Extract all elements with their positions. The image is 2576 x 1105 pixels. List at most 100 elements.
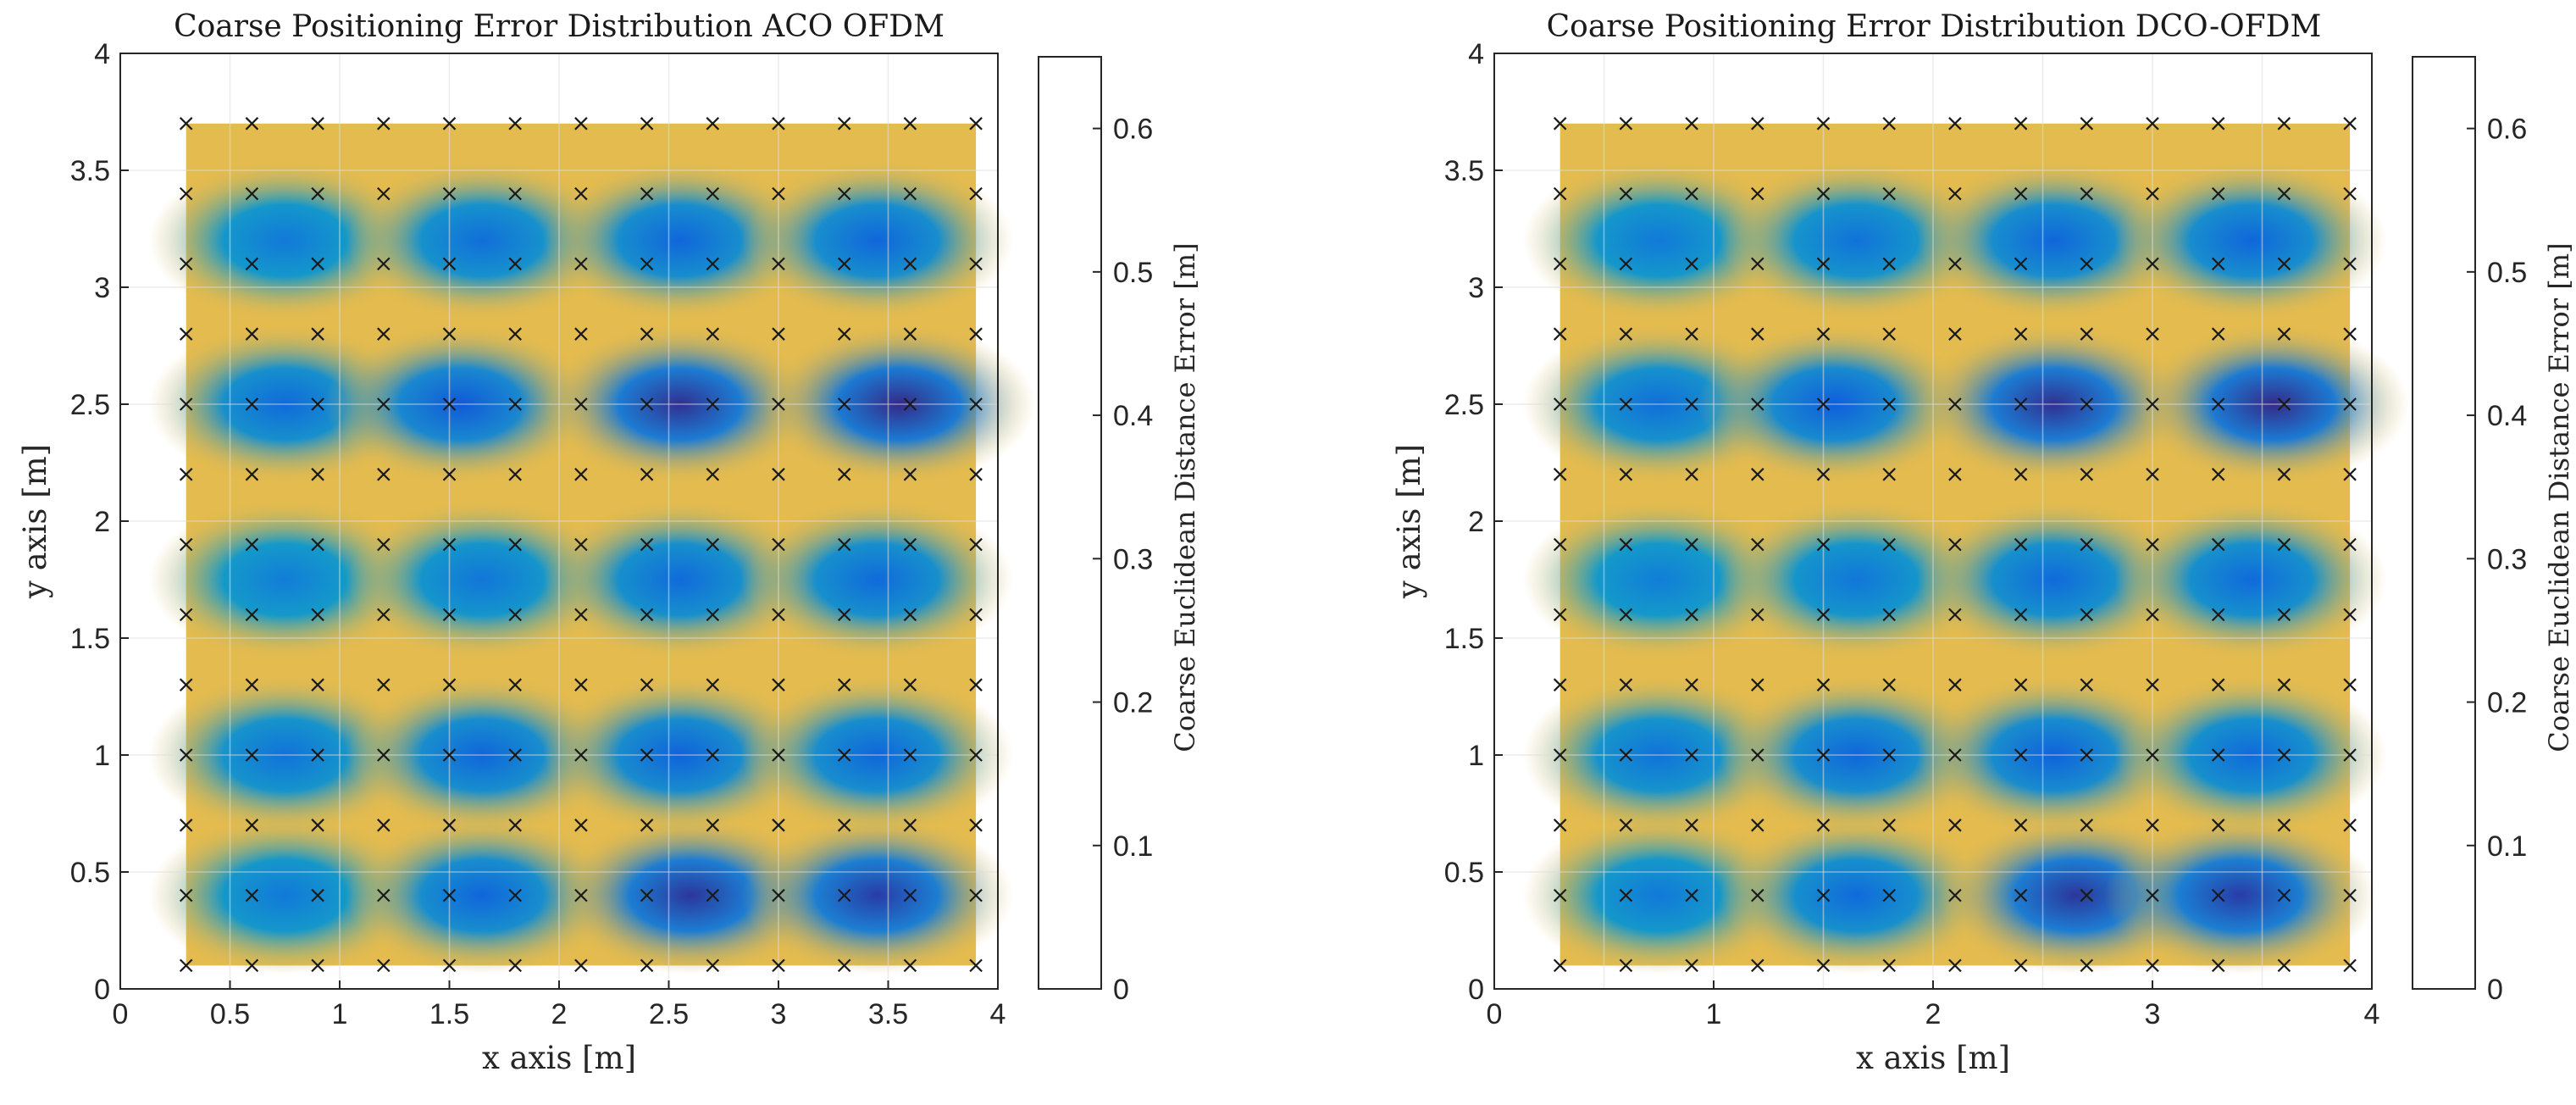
sample-point-marker bbox=[706, 958, 720, 973]
y-tick-label: 3 bbox=[94, 272, 110, 304]
sample-point-marker bbox=[640, 819, 654, 832]
sample-point-marker bbox=[2146, 117, 2159, 130]
sample-point-marker bbox=[706, 327, 720, 341]
sample-point-marker bbox=[837, 958, 851, 973]
sample-point-marker bbox=[706, 537, 720, 552]
sample-point-marker bbox=[837, 257, 851, 271]
y-tick-label: 2.5 bbox=[70, 389, 110, 421]
sample-point-marker bbox=[2146, 608, 2159, 622]
sample-point-marker bbox=[1685, 608, 1698, 622]
sample-point-marker bbox=[2277, 537, 2291, 552]
sample-point-marker bbox=[442, 327, 457, 341]
sample-point-marker bbox=[2080, 537, 2094, 552]
error-minimum-region bbox=[1522, 160, 1795, 320]
sample-point-marker bbox=[377, 468, 391, 481]
sample-point-marker bbox=[2277, 608, 2291, 622]
sample-point-marker bbox=[772, 608, 785, 622]
sample-point-marker bbox=[245, 186, 259, 201]
sample-point-marker bbox=[706, 678, 720, 691]
sample-point-marker bbox=[2080, 678, 2094, 691]
sample-point-marker bbox=[706, 117, 720, 130]
error-minimum-region bbox=[148, 815, 421, 975]
sample-point-marker bbox=[2211, 397, 2225, 411]
sample-point-marker bbox=[1882, 888, 1896, 902]
y-tick-label: 1 bbox=[1468, 740, 1484, 772]
colorbar-tick-label: 0.2 bbox=[2487, 687, 2527, 719]
sample-point-marker bbox=[1882, 117, 1896, 130]
heatmap-surface bbox=[1522, 123, 2410, 975]
y-tick-label: 0.5 bbox=[1444, 857, 1484, 889]
sample-point-marker bbox=[442, 819, 457, 832]
sample-point-marker bbox=[1882, 186, 1896, 201]
sample-point-marker bbox=[245, 819, 259, 832]
sample-point-marker bbox=[2343, 117, 2357, 130]
sample-point-marker bbox=[508, 186, 522, 201]
sample-point-marker bbox=[706, 888, 720, 902]
y-tick-label: 4 bbox=[1468, 38, 1484, 70]
sample-point-marker bbox=[2211, 327, 2225, 341]
sample-point-marker bbox=[772, 819, 785, 832]
y-tick-label: 0 bbox=[94, 974, 110, 1006]
sample-point-marker bbox=[1751, 819, 1764, 832]
y-tick-label: 2.5 bbox=[1444, 389, 1484, 421]
sample-point-marker bbox=[2277, 678, 2291, 691]
sample-point-marker bbox=[903, 468, 917, 481]
sample-point-marker bbox=[179, 468, 193, 481]
sample-point-marker bbox=[837, 468, 851, 481]
sample-point-marker bbox=[1619, 819, 1633, 832]
sample-point-marker bbox=[179, 678, 193, 691]
sample-point-marker bbox=[1619, 958, 1633, 973]
sample-point-marker bbox=[442, 748, 457, 762]
sample-point-marker bbox=[837, 117, 851, 130]
sample-point-marker bbox=[772, 678, 785, 691]
chart-title: Coarse Positioning Error Distribution AC… bbox=[174, 9, 945, 44]
sample-point-marker bbox=[772, 117, 785, 130]
sample-point-marker bbox=[837, 186, 851, 201]
sample-point-marker bbox=[2014, 819, 2028, 832]
sample-point-marker bbox=[903, 748, 917, 762]
sample-point-marker bbox=[1816, 397, 1831, 411]
sample-point-marker bbox=[2211, 888, 2225, 902]
sample-point-marker bbox=[1685, 257, 1698, 271]
sample-point-marker bbox=[1751, 257, 1764, 271]
sample-point-marker bbox=[1948, 468, 1962, 481]
sample-point-marker bbox=[1882, 958, 1896, 973]
sample-point-marker bbox=[837, 608, 851, 622]
y-tick-label: 0.5 bbox=[70, 857, 110, 889]
sample-point-marker bbox=[2146, 819, 2159, 832]
x-tick-label: 3 bbox=[771, 998, 787, 1030]
sample-point-marker bbox=[2343, 958, 2357, 973]
sample-point-marker bbox=[837, 678, 851, 691]
sample-point-marker bbox=[2343, 257, 2357, 271]
sample-point-marker bbox=[2080, 888, 2094, 902]
sample-point-marker bbox=[2146, 537, 2159, 552]
sample-point-marker bbox=[1816, 958, 1831, 973]
sample-point-marker bbox=[1948, 257, 1962, 271]
sample-point-marker bbox=[442, 678, 457, 691]
sample-point-marker bbox=[1816, 748, 1831, 762]
sample-point-marker bbox=[508, 958, 522, 973]
sample-point-marker bbox=[508, 678, 522, 691]
sample-point-marker bbox=[1882, 678, 1896, 691]
error-minimum-region bbox=[1720, 500, 1992, 659]
sample-point-marker bbox=[2211, 117, 2225, 130]
sample-point-marker bbox=[311, 397, 324, 411]
error-minimum-region bbox=[2114, 160, 2388, 320]
sample-point-marker bbox=[837, 327, 851, 341]
sample-point-marker bbox=[377, 608, 391, 622]
colorbar-tick-label: 0 bbox=[1113, 974, 1129, 1006]
sample-point-marker bbox=[2343, 537, 2357, 552]
sample-point-marker bbox=[1553, 537, 1567, 552]
sample-point-marker bbox=[377, 888, 391, 902]
sample-point-marker bbox=[1553, 958, 1567, 973]
sample-point-marker bbox=[2014, 748, 2028, 762]
x-axis-label: x axis [m] bbox=[482, 1040, 636, 1076]
sample-point-marker bbox=[2343, 678, 2357, 691]
sample-point-marker bbox=[706, 397, 720, 411]
sample-point-marker bbox=[2211, 819, 2225, 832]
sample-point-marker bbox=[772, 958, 785, 973]
sample-point-marker bbox=[1619, 748, 1633, 762]
colorbar: 0 0.1 0.2 0.3 0.4 0.5 0.6 bbox=[2412, 56, 2527, 1006]
sample-point-marker bbox=[640, 186, 654, 201]
sample-point-marker bbox=[2277, 888, 2291, 902]
